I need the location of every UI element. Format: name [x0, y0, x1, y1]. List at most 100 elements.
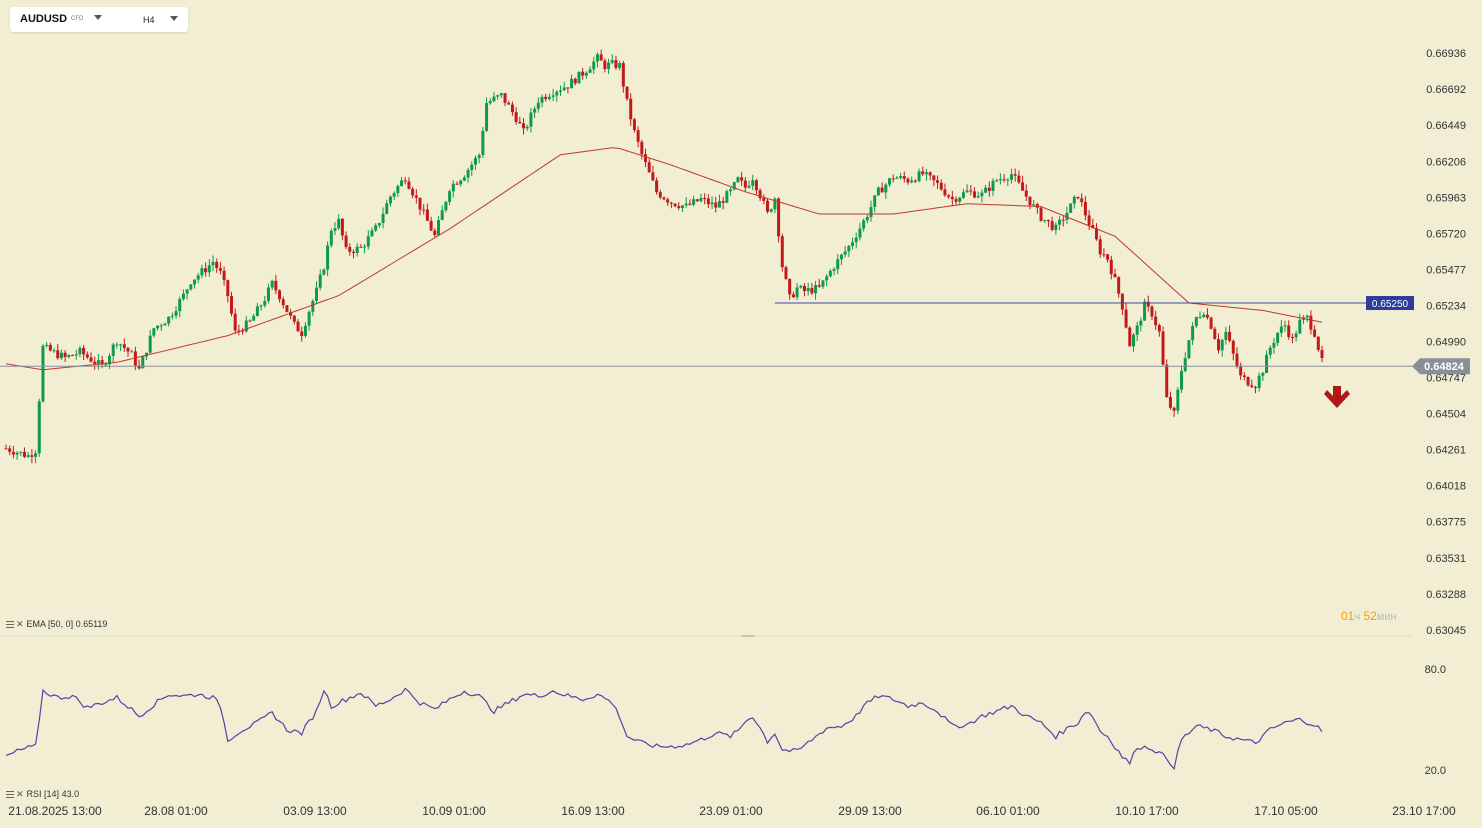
- candle-body: [943, 189, 947, 196]
- candle-body: [1209, 317, 1213, 329]
- candle-body: [1168, 396, 1172, 408]
- close-icon[interactable]: ✕: [16, 789, 24, 799]
- candle-body: [37, 401, 41, 454]
- price-axis[interactable]: 0.66936 0.66692 0.66449 0.66206 0.65963 0.657…: [1426, 48, 1466, 637]
- candle-body: [156, 325, 160, 329]
- candle-body: [418, 197, 422, 210]
- symbol-name[interactable]: AUDUSD: [20, 13, 68, 25]
- candle-body: [958, 197, 962, 202]
- candle-body: [669, 202, 673, 204]
- candle-body: [163, 323, 167, 326]
- candle-body: [828, 270, 832, 277]
- candle-body: [747, 185, 751, 188]
- candle-body: [788, 278, 792, 295]
- ema-legend-text: EMA [50, 0] 0.65119: [26, 619, 108, 629]
- candle-body: [1139, 320, 1143, 326]
- close-icon[interactable]: ✕: [16, 619, 24, 629]
- candle-body: [570, 78, 574, 89]
- candle-body: [303, 325, 307, 336]
- candle-body: [344, 235, 348, 248]
- candle-body: [108, 355, 112, 365]
- time-axis[interactable]: 21.08.2025 13:00 28.08 01:00 03.09 13:00 10…: [8, 804, 1456, 818]
- menu-icon[interactable]: [6, 791, 14, 798]
- candle-body: [211, 261, 215, 266]
- rsi-tick-label: 80.0: [1425, 664, 1446, 676]
- candle-body: [1043, 219, 1047, 221]
- candle-body: [932, 175, 936, 181]
- candle-body: [4, 448, 8, 450]
- candle-body: [167, 316, 171, 324]
- candle-body: [969, 190, 973, 192]
- candle-body: [510, 104, 514, 113]
- candle-body: [274, 280, 278, 291]
- ema-legend[interactable]: ✕ EMA [50, 0] 0.65119: [6, 619, 107, 630]
- candle-body: [525, 126, 529, 129]
- candle-body: [891, 178, 895, 180]
- candle-body: [954, 199, 958, 202]
- candle-body: [991, 180, 995, 191]
- candle-body: [499, 93, 503, 96]
- candle-body: [381, 213, 385, 223]
- time-tick-label: 16.09 13:00: [561, 804, 625, 818]
- candle-body: [899, 176, 903, 178]
- candle-body: [961, 192, 965, 198]
- menu-icon[interactable]: [6, 621, 14, 628]
- candle-body: [200, 268, 204, 276]
- candle-body: [629, 98, 633, 120]
- candle-body: [403, 180, 407, 182]
- candle-body: [566, 87, 570, 89]
- candle-body: [374, 225, 378, 231]
- price-tick-label: 0.66449: [1426, 120, 1466, 132]
- candle-body: [699, 197, 703, 202]
- time-tick-label: 10.10 17:00: [1115, 804, 1179, 818]
- candle-body: [595, 54, 599, 62]
- candle-body: [473, 158, 477, 165]
- timer-hours: 01: [1341, 609, 1355, 623]
- timeframe-dropdown-icon[interactable]: [170, 16, 178, 21]
- candle-body: [503, 93, 507, 103]
- candle-body: [581, 71, 585, 76]
- timeframe-select[interactable]: H4: [143, 15, 155, 25]
- candle-body: [1076, 196, 1080, 199]
- candle-body: [385, 203, 389, 214]
- candle-body: [1117, 277, 1121, 294]
- candle-body: [732, 182, 736, 190]
- candle-body: [610, 60, 614, 63]
- candle-body: [100, 360, 104, 365]
- candle-body: [148, 335, 152, 353]
- symbol-dropdown-icon[interactable]: [94, 15, 102, 20]
- candle-body: [865, 216, 869, 221]
- candle-body: [292, 315, 296, 322]
- candle-body: [448, 191, 452, 202]
- candle-body: [1006, 179, 1010, 181]
- rsi-legend[interactable]: ✕ RSI [14] 43.0: [6, 789, 79, 800]
- candle-body: [466, 169, 470, 178]
- candle-body: [170, 315, 174, 317]
- candle-body: [555, 91, 559, 96]
- candle-body: [359, 246, 363, 248]
- candle-body: [333, 228, 337, 231]
- candle-body: [1228, 331, 1232, 341]
- candle-body: [921, 171, 925, 175]
- candle-body: [11, 451, 15, 455]
- candle-body: [8, 448, 12, 452]
- candle-body: [862, 220, 866, 229]
- time-tick-label: 28.08 01:00: [144, 804, 208, 818]
- candle-body: [1058, 219, 1062, 225]
- pane-resize-handle[interactable]: [742, 635, 754, 637]
- candle-body: [322, 269, 326, 275]
- candle-body: [82, 347, 86, 355]
- candle-body: [751, 180, 755, 186]
- candle-body: [544, 96, 548, 100]
- candle-body: [858, 228, 862, 238]
- candle-body: [995, 180, 999, 182]
- candle-body: [533, 108, 537, 113]
- candle-body: [647, 162, 651, 173]
- candle-body: [414, 195, 418, 198]
- candle-body: [355, 246, 359, 253]
- candle-body: [939, 182, 943, 190]
- candle-body: [255, 306, 259, 317]
- candle-body: [1069, 203, 1073, 213]
- candle-body: [222, 270, 226, 281]
